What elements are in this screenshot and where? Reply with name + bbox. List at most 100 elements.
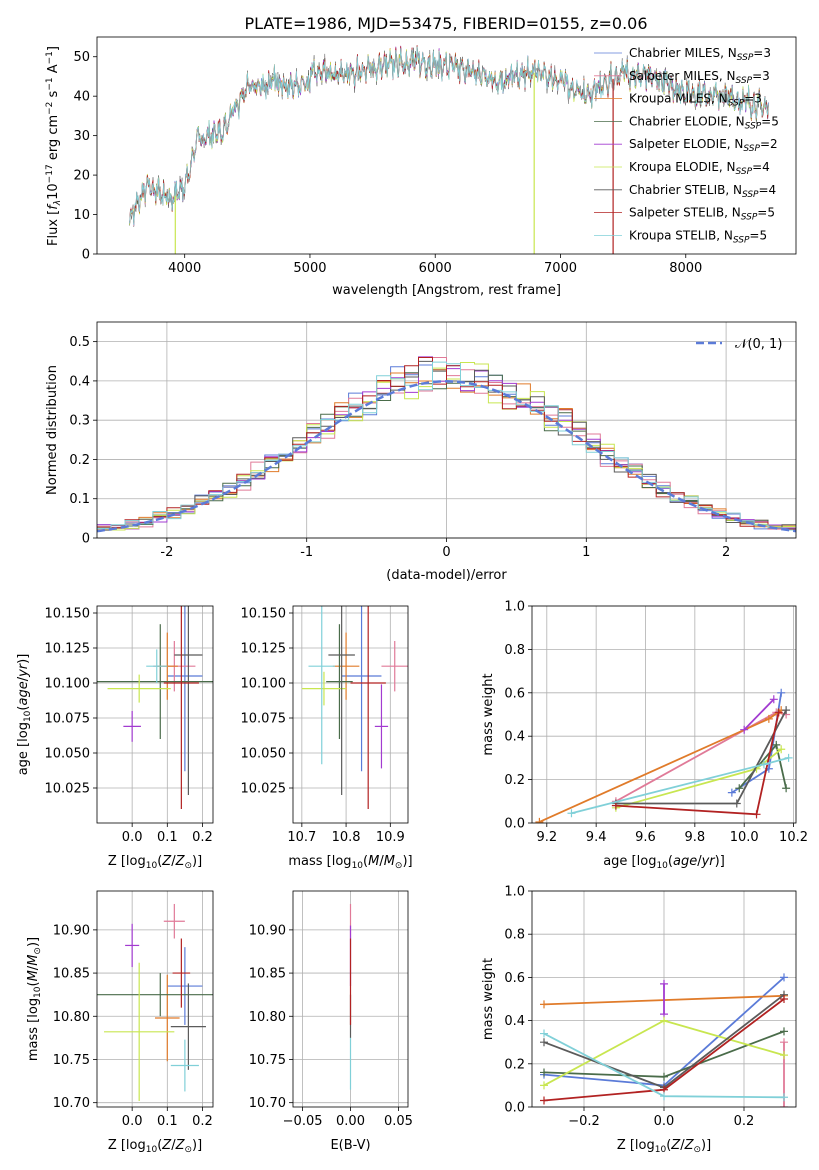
- legend-text: =5: [757, 206, 775, 220]
- weight-point-marker: [774, 708, 783, 717]
- x-tick-label: 2: [722, 545, 730, 560]
- y-tick-label: 10.85: [53, 967, 90, 982]
- y-tick-label: 0.0: [504, 1101, 525, 1116]
- histogram-steps: [97, 356, 796, 533]
- x-axis-label-part: 10: [655, 1145, 667, 1155]
- weight-point-marker: [732, 799, 741, 808]
- y-tick-label: 0.4: [504, 730, 525, 745]
- legend-subscript: SSP: [728, 99, 745, 109]
- legend-entry: 𝒩(0, 1): [735, 337, 782, 352]
- legend-text: =5: [749, 228, 767, 242]
- spectrum-series-line: [129, 46, 769, 225]
- y-tick-label: 10.125: [45, 642, 91, 657]
- weight-point-marker: [764, 714, 773, 723]
- y-tick-label: 10.80: [249, 1010, 286, 1025]
- mass-vs-metallicity-panel: 0.0 0.1 0.2 10.70 10.75 10.80 10.85 10.90 Z [log…: [26, 890, 214, 1155]
- x-axis-label-part: 10: [146, 1145, 158, 1155]
- y-axis-label-part: −1: [45, 51, 55, 64]
- x-axis-label-part: Z [log: [617, 1138, 655, 1153]
- x-axis-label-part: ⊙: [184, 1145, 192, 1155]
- weight-series-line: [615, 709, 787, 805]
- legend-subscript: SSP: [741, 213, 758, 223]
- legend-subscript: SSP: [745, 121, 762, 131]
- x-axis-label-part: mass [log: [288, 854, 351, 869]
- x-axis-label-part: (: [668, 854, 673, 869]
- x-axis-label: age [log10(age/yr)]: [603, 854, 725, 871]
- x-axis-label-part: Z: [670, 1138, 681, 1153]
- histogram-series-step: [97, 361, 796, 531]
- x-axis-label-part: )]: [402, 854, 412, 869]
- legend-text: Kroupa MILES, N: [629, 92, 728, 106]
- x-axis-label-part: )]: [192, 1138, 202, 1153]
- weight-point-marker: [769, 695, 778, 704]
- y-axis-label: mass [log10(M/M⊙)]: [26, 937, 43, 1061]
- legend-subscript: SSP: [736, 167, 753, 177]
- x-tick-label: -1: [300, 545, 313, 560]
- y-tick-label: 30: [73, 129, 90, 144]
- x-tick-label: 0.2: [734, 1114, 755, 1129]
- spectrum-lines: [129, 45, 769, 254]
- legend-entry: Kroupa MILES, NSSP=3: [629, 92, 762, 109]
- y-tick-label: 10.100: [45, 677, 91, 692]
- x-tick-label: 10.9: [376, 830, 405, 845]
- weight-point-marker: [540, 1038, 548, 1047]
- legend-text: =4: [752, 160, 770, 174]
- x-tick-label: 10.2: [779, 830, 808, 845]
- y-axis-label-part: (: [26, 981, 41, 986]
- x-axis-label-part: )]: [192, 854, 202, 869]
- x-axis-label: E(B-V): [330, 1138, 370, 1153]
- x-axis-label-part: Z: [175, 854, 186, 869]
- x-tick-label: 0: [442, 545, 450, 560]
- x-axis-label-part: /: [171, 1138, 176, 1153]
- x-axis-label-part: ⊙: [693, 1145, 701, 1155]
- x-tick-label: 0.0: [654, 1114, 675, 1129]
- legend-subscript: SSP: [737, 53, 754, 63]
- legend-text: =3: [744, 92, 762, 106]
- legend-text: Chabrier ELODIE, N: [629, 114, 745, 128]
- errorbars: [97, 903, 213, 1101]
- x-tick-label: 0.00: [336, 1114, 365, 1129]
- y-axis-label: mass weight: [481, 673, 496, 755]
- weight-series-line: [743, 698, 775, 731]
- x-axis-label-part: M: [368, 854, 379, 869]
- x-tick-label: 9.2: [536, 830, 557, 845]
- y-tick-label: 0.2: [69, 453, 90, 468]
- age-vs-mass-panel: 10.7 10.8 10.9 10.025 10.050 10.075 10.100 10.1…: [241, 605, 413, 871]
- y-axis-label-part: mass [log: [26, 998, 41, 1061]
- errorbars: [97, 606, 213, 809]
- weight-point-marker: [777, 745, 786, 754]
- y-axis-label-part: f: [46, 203, 61, 210]
- y-tick-label: 10.70: [249, 1096, 286, 1111]
- weight-point-marker: [740, 725, 749, 734]
- weight-point-marker: [660, 1016, 668, 1025]
- y-tick-label: 10.050: [241, 747, 287, 762]
- x-axis-label-part: M: [384, 854, 395, 869]
- weight-point-marker: [611, 801, 620, 810]
- y-tick-label: 10.075: [241, 712, 287, 727]
- x-axis-label: Z [log10(Z/Z⊙)]: [108, 1138, 202, 1155]
- weight-point-marker: [780, 1103, 788, 1107]
- y-tick-label: 0.5: [69, 335, 90, 350]
- weight-point-marker: [780, 1051, 788, 1060]
- x-axis-label-part: Z [log: [108, 1138, 146, 1153]
- axes-frame: [531, 890, 797, 1108]
- legend-text: Kroupa ELODIE, N: [629, 160, 736, 174]
- weight-point-marker: [784, 753, 793, 762]
- weight-series-line: [539, 709, 782, 823]
- x-axis-label: wavelength [Angstrom, rest frame]: [332, 283, 561, 298]
- y-tick-label: 10.025: [45, 782, 91, 797]
- legend-entry: Salpeter ELODIE, NSSP=2: [629, 137, 778, 154]
- x-axis-label: Z [log10(Z/Z⊙)]: [108, 854, 202, 871]
- histogram-series-step: [97, 357, 796, 530]
- weight-point-marker: [735, 784, 744, 793]
- y-axis-label-part: )]: [16, 654, 31, 664]
- legend-entry: Salpeter STELIB, NSSP=5: [629, 206, 775, 223]
- x-axis-label-part: /: [697, 854, 702, 869]
- x-axis-label-part: /: [379, 854, 384, 869]
- weight-point-marker: [772, 740, 781, 749]
- weight-point-marker: [727, 788, 736, 797]
- x-tick-label: 0.1: [157, 830, 178, 845]
- y-tick-label: 10.75: [53, 1053, 90, 1068]
- weight-point-marker: [540, 1081, 548, 1090]
- axes-frame: [96, 36, 797, 255]
